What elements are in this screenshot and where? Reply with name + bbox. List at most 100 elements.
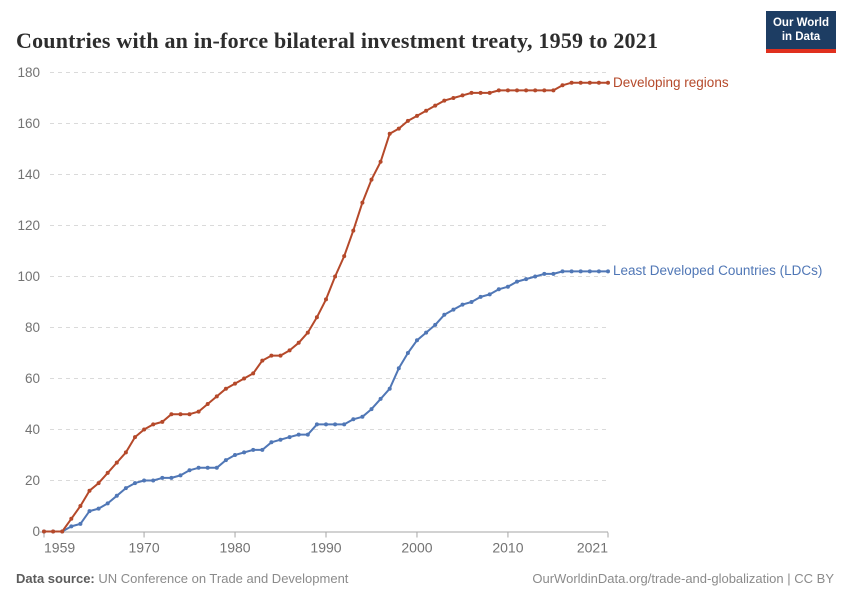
data-point-least-developed-countries-ldcs (505, 284, 510, 289)
data-point-least-developed-countries-ldcs (324, 422, 328, 427)
data-point-least-developed-countries-ldcs (533, 274, 538, 279)
line-developing-regions[interactable] (43, 81, 609, 533)
data-point-developing-regions (351, 228, 356, 233)
series-label-least-developed-countries-ldcs[interactable]: Least Developed Countries (LDCs) (613, 263, 823, 279)
data-point-least-developed-countries-ldcs (387, 386, 392, 391)
data-point-developing-regions (305, 330, 310, 335)
data-source-note: Data source: UN Conference on Trade and … (16, 571, 348, 586)
y-axis-label-40: 40 (25, 422, 40, 437)
owid-url-link[interactable]: OurWorldinData.org/trade-and-globalizati… (532, 571, 784, 586)
data-point-least-developed-countries-ldcs (169, 475, 174, 480)
data-point-developing-regions (123, 450, 128, 455)
data-point-least-developed-countries-ldcs (478, 294, 483, 299)
series-label-developing-regions[interactable]: Developing regions (613, 74, 729, 90)
data-point-developing-regions (551, 88, 556, 93)
data-point-developing-regions (287, 348, 292, 353)
data-point-least-developed-countries-ldcs (69, 524, 74, 529)
data-point-least-developed-countries-ldcs (551, 271, 556, 276)
markers-least-developed-countries-ldcs (42, 269, 610, 534)
data-point-least-developed-countries-ldcs (333, 422, 338, 427)
data-point-developing-regions (78, 504, 83, 508)
x-axis-label-2010: 2010 (492, 540, 523, 556)
data-point-developing-regions (542, 88, 547, 93)
data-point-developing-regions (369, 177, 374, 182)
data-point-developing-regions (105, 470, 110, 475)
data-point-least-developed-countries-ldcs (269, 440, 274, 445)
data-point-least-developed-countries-ldcs (460, 302, 465, 307)
data-point-least-developed-countries-ldcs (87, 509, 92, 514)
data-point-least-developed-countries-ldcs (442, 312, 447, 317)
data-point-least-developed-countries-ldcs (251, 447, 256, 452)
footer-divider: | (787, 571, 791, 586)
data-point-developing-regions (251, 371, 256, 376)
data-point-least-developed-countries-ldcs (214, 465, 219, 470)
data-point-developing-regions (151, 422, 156, 427)
data-point-least-developed-countries-ldcs (260, 447, 265, 452)
y-axis-label-20: 20 (25, 473, 40, 488)
data-point-developing-regions (533, 88, 538, 93)
data-point-developing-regions (169, 412, 174, 417)
page-title: Countries with an in-force bilateral inv… (16, 27, 659, 53)
data-point-developing-regions (178, 412, 183, 417)
data-point-least-developed-countries-ldcs (342, 422, 347, 427)
data-point-least-developed-countries-ldcs (596, 269, 601, 274)
x-axis-label-1990: 1990 (310, 540, 341, 556)
data-point-developing-regions (342, 254, 347, 259)
data-point-least-developed-countries-ldcs (105, 501, 110, 506)
data-point-developing-regions (260, 358, 265, 363)
data-point-developing-regions (578, 80, 583, 85)
license-link[interactable]: CC BY (794, 571, 834, 586)
data-point-developing-regions (606, 80, 610, 85)
data-source-text: UN Conference on Trade and Development (98, 571, 349, 586)
x-axis-label-1959: 1959 (44, 540, 75, 556)
data-point-developing-regions (214, 394, 219, 399)
data-point-least-developed-countries-ldcs (151, 478, 156, 483)
data-point-developing-regions (360, 200, 365, 205)
data-point-least-developed-countries-ldcs (496, 287, 501, 292)
y-axis-label-0: 0 (32, 524, 40, 539)
data-point-developing-regions (387, 131, 392, 136)
data-point-developing-regions (460, 93, 465, 98)
data-point-developing-regions (424, 108, 429, 113)
data-point-least-developed-countries-ldcs (187, 468, 192, 473)
data-point-developing-regions (469, 90, 474, 95)
data-point-developing-regions (415, 113, 419, 118)
data-point-developing-regions (496, 88, 501, 93)
line-least-developed-countries-ldcs[interactable] (43, 270, 609, 533)
data-point-developing-regions (333, 274, 338, 279)
data-point-least-developed-countries-ldcs (205, 465, 210, 470)
data-point-least-developed-countries-ldcs (278, 437, 283, 442)
owid-logo[interactable]: Our World in Data (766, 11, 836, 53)
data-point-developing-regions (269, 353, 274, 358)
data-point-least-developed-countries-ldcs (114, 493, 119, 498)
data-point-developing-regions (515, 88, 519, 93)
data-point-developing-regions (324, 297, 328, 302)
data-point-developing-regions (451, 96, 456, 100)
data-point-least-developed-countries-ldcs (196, 465, 201, 470)
data-point-developing-regions (560, 83, 565, 88)
x-axis-label-2021: 2021 (577, 540, 608, 556)
data-point-developing-regions (242, 376, 247, 381)
data-point-least-developed-countries-ldcs (560, 269, 565, 274)
data-point-least-developed-countries-ldcs (424, 330, 429, 335)
chart-footer: Data source: UN Conference on Trade and … (16, 571, 834, 586)
data-point-least-developed-countries-ldcs (606, 269, 610, 274)
data-source-label: Data source: (16, 571, 95, 586)
data-point-least-developed-countries-ldcs (287, 435, 292, 440)
data-point-developing-regions (278, 353, 283, 358)
data-point-developing-regions (87, 488, 92, 493)
data-point-least-developed-countries-ldcs (96, 506, 101, 511)
data-point-least-developed-countries-ldcs (314, 422, 319, 427)
markers-developing-regions (42, 80, 610, 534)
data-point-least-developed-countries-ldcs (233, 453, 237, 457)
data-point-developing-regions (314, 315, 319, 320)
data-point-developing-regions (133, 435, 137, 440)
data-point-developing-regions (378, 159, 383, 164)
data-point-developing-regions (442, 98, 447, 103)
data-point-developing-regions (478, 90, 483, 95)
data-point-least-developed-countries-ldcs (405, 351, 410, 355)
y-axis-label-180: 180 (17, 65, 40, 80)
data-point-least-developed-countries-ldcs (378, 396, 383, 401)
data-point-least-developed-countries-ldcs (469, 300, 474, 304)
